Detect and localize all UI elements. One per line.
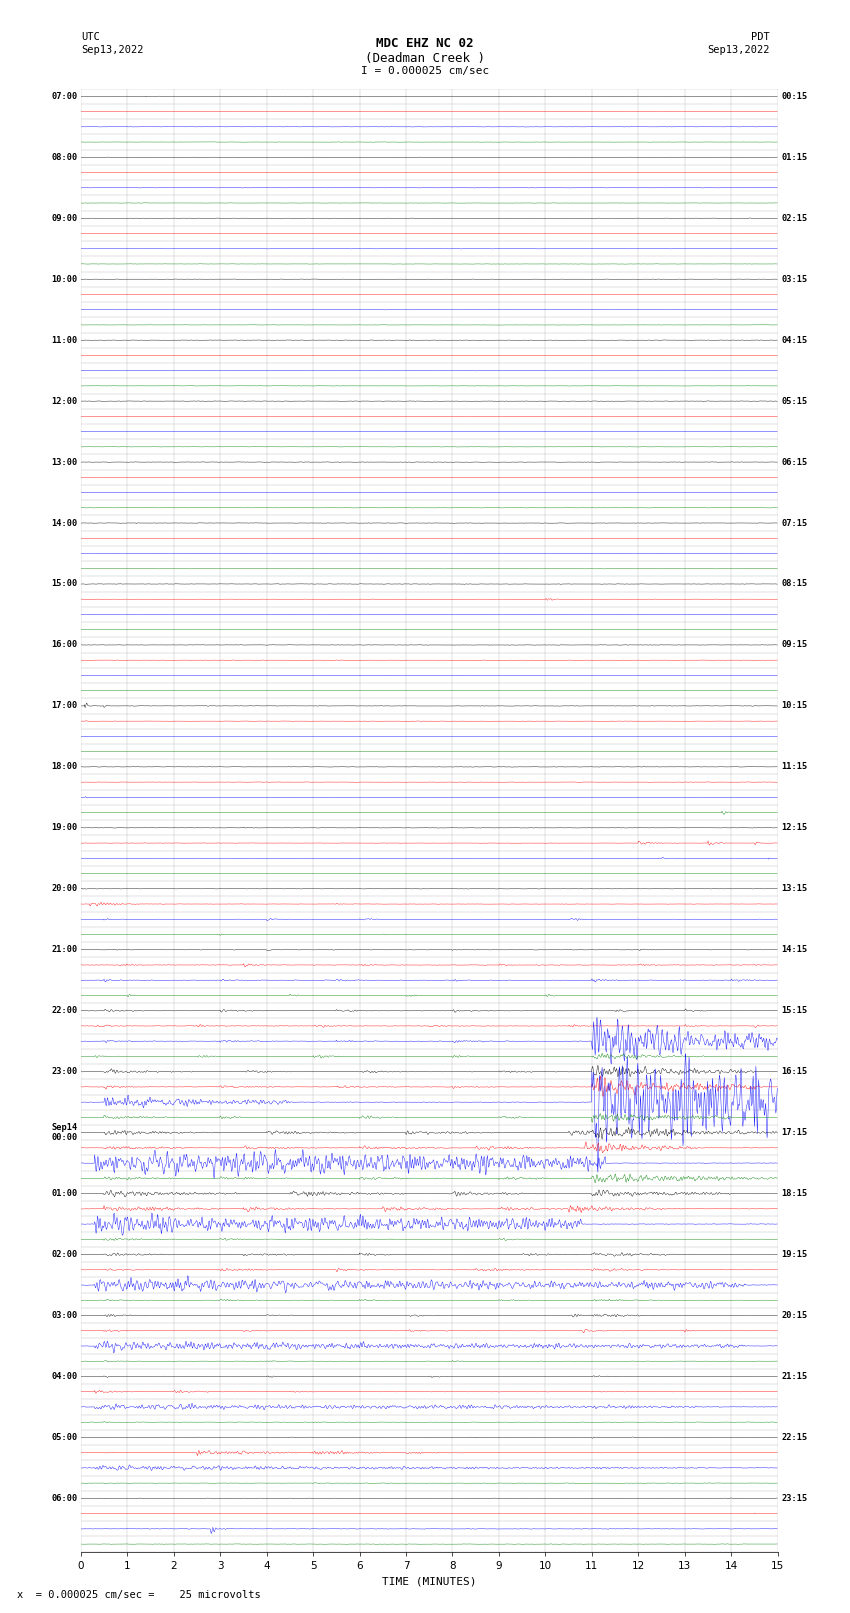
Text: I = 0.000025 cm/sec: I = 0.000025 cm/sec <box>361 66 489 76</box>
Text: 22:00: 22:00 <box>51 1007 77 1015</box>
Text: Sep13,2022: Sep13,2022 <box>81 45 144 55</box>
Text: 00:00: 00:00 <box>51 1132 77 1142</box>
Text: 18:15: 18:15 <box>781 1189 807 1198</box>
Text: 06:15: 06:15 <box>781 458 807 466</box>
Text: 21:00: 21:00 <box>51 945 77 955</box>
Text: 02:15: 02:15 <box>781 215 807 223</box>
Text: 14:00: 14:00 <box>51 518 77 527</box>
Text: 11:00: 11:00 <box>51 336 77 345</box>
Text: 05:15: 05:15 <box>781 397 807 405</box>
Text: 07:00: 07:00 <box>51 92 77 102</box>
Text: 02:00: 02:00 <box>51 1250 77 1260</box>
Text: 01:00: 01:00 <box>51 1189 77 1198</box>
Text: 19:15: 19:15 <box>781 1250 807 1260</box>
Text: 03:15: 03:15 <box>781 274 807 284</box>
Text: x  = 0.000025 cm/sec =    25 microvolts: x = 0.000025 cm/sec = 25 microvolts <box>17 1590 261 1600</box>
Text: 04:15: 04:15 <box>781 336 807 345</box>
Text: 05:00: 05:00 <box>51 1432 77 1442</box>
Text: 00:15: 00:15 <box>781 92 807 102</box>
Text: 09:15: 09:15 <box>781 640 807 650</box>
Text: 20:15: 20:15 <box>781 1311 807 1319</box>
Text: 07:15: 07:15 <box>781 518 807 527</box>
Text: 10:00: 10:00 <box>51 274 77 284</box>
Text: 16:00: 16:00 <box>51 640 77 650</box>
Text: 17:15: 17:15 <box>781 1127 807 1137</box>
Text: 15:15: 15:15 <box>781 1007 807 1015</box>
Text: 12:15: 12:15 <box>781 823 807 832</box>
Text: MDC EHZ NC 02: MDC EHZ NC 02 <box>377 37 473 50</box>
Text: 06:00: 06:00 <box>51 1494 77 1503</box>
Text: 03:00: 03:00 <box>51 1311 77 1319</box>
Text: 20:00: 20:00 <box>51 884 77 894</box>
Text: UTC: UTC <box>81 32 99 42</box>
Text: 23:15: 23:15 <box>781 1494 807 1503</box>
Text: 14:15: 14:15 <box>781 945 807 955</box>
Text: 11:15: 11:15 <box>781 763 807 771</box>
Text: 22:15: 22:15 <box>781 1432 807 1442</box>
Text: 10:15: 10:15 <box>781 702 807 710</box>
Text: Sep13,2022: Sep13,2022 <box>706 45 769 55</box>
Text: 13:00: 13:00 <box>51 458 77 466</box>
Text: PDT: PDT <box>751 32 769 42</box>
Text: 12:00: 12:00 <box>51 397 77 405</box>
Text: 08:00: 08:00 <box>51 153 77 161</box>
Text: 15:00: 15:00 <box>51 579 77 589</box>
Text: (Deadman Creek ): (Deadman Creek ) <box>365 52 485 65</box>
Text: 09:00: 09:00 <box>51 215 77 223</box>
Text: Sep14: Sep14 <box>51 1123 77 1132</box>
Text: 04:00: 04:00 <box>51 1373 77 1381</box>
Text: 19:00: 19:00 <box>51 823 77 832</box>
Text: 17:00: 17:00 <box>51 702 77 710</box>
Text: 23:00: 23:00 <box>51 1068 77 1076</box>
Text: 16:15: 16:15 <box>781 1068 807 1076</box>
X-axis label: TIME (MINUTES): TIME (MINUTES) <box>382 1576 477 1586</box>
Text: 01:15: 01:15 <box>781 153 807 161</box>
Text: 08:15: 08:15 <box>781 579 807 589</box>
Text: 13:15: 13:15 <box>781 884 807 894</box>
Text: 21:15: 21:15 <box>781 1373 807 1381</box>
Text: 18:00: 18:00 <box>51 763 77 771</box>
